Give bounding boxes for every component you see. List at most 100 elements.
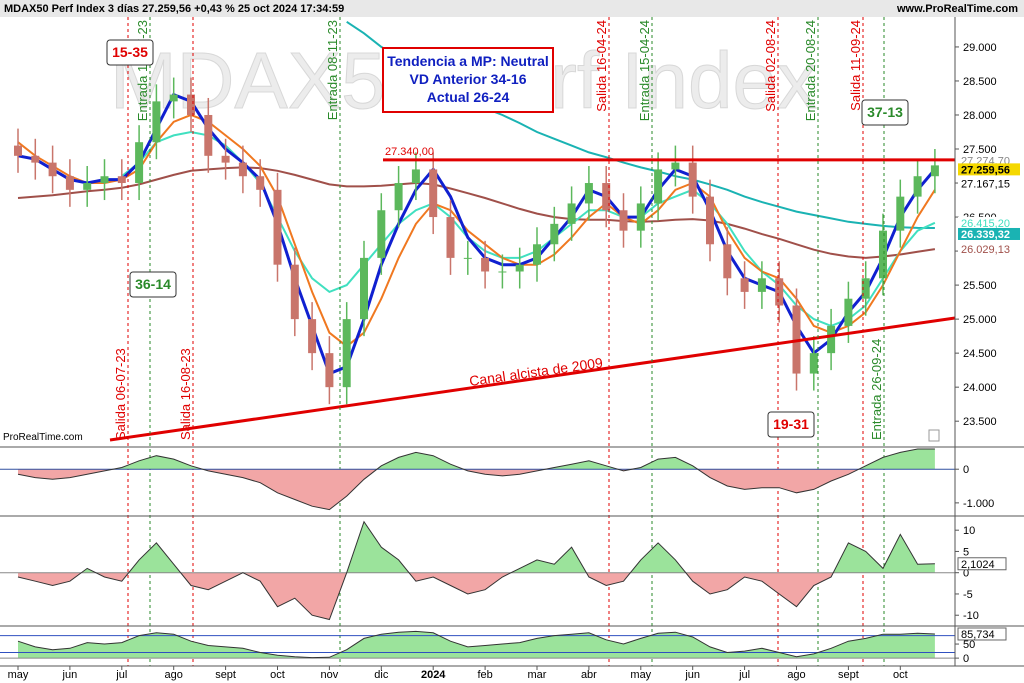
candle-body xyxy=(308,319,317,354)
price-tag-label: 26.029,13 xyxy=(961,244,1010,256)
moving-average xyxy=(17,166,936,259)
price-tag xyxy=(958,163,1020,176)
y-tick-label: 23.500 xyxy=(963,416,997,428)
y-tick-label: 28.000 xyxy=(963,110,997,122)
signal-box xyxy=(129,271,177,298)
price-tag-label: 26.339,32 xyxy=(961,229,1010,241)
x-tick-label: sept xyxy=(838,669,859,681)
signal-box-label: 37-13 xyxy=(867,104,903,120)
y-tick-label: 24.000 xyxy=(963,382,997,394)
credit: ProRealTime.com xyxy=(3,432,83,443)
main-panel xyxy=(14,20,939,405)
signal-box-label: 36-14 xyxy=(135,276,171,292)
candle-body xyxy=(688,162,697,197)
candle-body xyxy=(844,298,853,326)
signal-label: Salida 16-08-23 xyxy=(178,348,193,440)
candle-body xyxy=(31,155,40,163)
candle-body xyxy=(256,176,265,190)
signal-label: Salida 11-09-24 xyxy=(848,20,863,111)
y-tick-label: 50 xyxy=(963,639,975,651)
candle-body xyxy=(117,176,126,184)
candle-body xyxy=(325,353,334,388)
x-tick-label: sept xyxy=(215,669,236,681)
y-tick-label: 29.000 xyxy=(963,42,997,54)
signal-box xyxy=(767,411,815,438)
info-icon xyxy=(928,429,940,442)
signal-label: Salida 16-04-24 xyxy=(594,20,609,112)
y-tick-label: -5 xyxy=(963,589,973,601)
candle-body xyxy=(671,162,680,170)
positive-area xyxy=(18,631,935,659)
y-tick-label: 10 xyxy=(963,525,975,537)
candle-body xyxy=(550,223,559,245)
candle-body xyxy=(169,94,178,102)
signal-label: Entrada 15-04-24 xyxy=(637,20,652,121)
oscillator-line xyxy=(17,630,935,659)
x-tick-label: oct xyxy=(270,669,285,681)
y-tick-label: 27.500 xyxy=(963,144,997,156)
candle-body xyxy=(757,278,766,292)
x-tick-label: 2024 xyxy=(421,669,446,681)
signal-label: Entrada 20-08-24 xyxy=(803,20,818,121)
candle-body xyxy=(14,145,22,156)
value-tag xyxy=(957,557,1007,571)
candle-body xyxy=(377,210,386,258)
candle-body xyxy=(654,169,663,204)
x-tick-label: ago xyxy=(787,669,805,681)
candle-body xyxy=(740,278,749,292)
candle-body xyxy=(636,203,645,231)
value-tag-label: 85,734 xyxy=(961,629,995,641)
info-box xyxy=(382,47,554,113)
candle-body xyxy=(619,210,628,231)
source: www.ProRealTime.com xyxy=(896,3,1018,15)
price-tag xyxy=(958,154,1020,167)
candle-body xyxy=(723,244,732,279)
candle-body xyxy=(498,271,507,273)
negative-area xyxy=(18,572,935,620)
level-label: 27.340,00 xyxy=(385,146,434,158)
candle-body xyxy=(238,162,247,177)
candle-body xyxy=(273,189,282,265)
x-tick-label: jun xyxy=(684,669,700,681)
candle-body xyxy=(706,196,714,245)
candle-body xyxy=(827,325,836,354)
signal-box xyxy=(106,39,154,66)
x-tick-label: mar xyxy=(528,669,547,681)
candle-body xyxy=(879,230,887,279)
candle-body xyxy=(290,264,299,320)
candle-body xyxy=(429,169,438,218)
oscillator-line xyxy=(17,448,935,511)
candle-body xyxy=(463,257,472,259)
y-tick-label: 28.500 xyxy=(963,76,997,88)
price-tag-label: 27.259,56 xyxy=(961,164,1010,176)
info-line: Tendencia a MP: Neutral xyxy=(387,53,549,69)
value-tag xyxy=(957,627,1007,641)
y-tick-label: 0 xyxy=(963,464,969,476)
candle-body xyxy=(100,176,109,184)
candle-body xyxy=(913,176,922,197)
x-tick-label: ago xyxy=(165,669,183,681)
signal-box-label: 15-35 xyxy=(112,44,148,60)
trendline xyxy=(109,316,956,442)
x-tick-label: jul xyxy=(115,669,127,681)
candle-body xyxy=(602,183,611,211)
x-tick-label: dic xyxy=(374,669,389,681)
y-tick-label: 0 xyxy=(963,653,969,665)
candle-body xyxy=(83,183,92,190)
signal-label: Entrada 08-11-23 xyxy=(325,20,340,120)
x-tick-label: nov xyxy=(321,669,339,681)
y-tick-label: 25.000 xyxy=(963,314,997,326)
price-tag xyxy=(958,243,1020,256)
negative-area xyxy=(18,469,859,510)
candle-body xyxy=(533,244,541,265)
price-tag-label: 27.167,15 xyxy=(961,179,1010,191)
x-tick-label: oct xyxy=(893,669,908,681)
candle-body xyxy=(481,257,490,272)
x-tick-label: abr xyxy=(581,669,597,681)
candle-body xyxy=(896,196,905,231)
signal-box-label: 19-31 xyxy=(773,416,809,432)
chart-title: MDAX50 Perf Index 3 días 27.259,56 +0,43… xyxy=(4,3,344,15)
candle-body xyxy=(360,257,368,320)
candle-body xyxy=(584,183,593,204)
candle-body xyxy=(861,278,870,299)
